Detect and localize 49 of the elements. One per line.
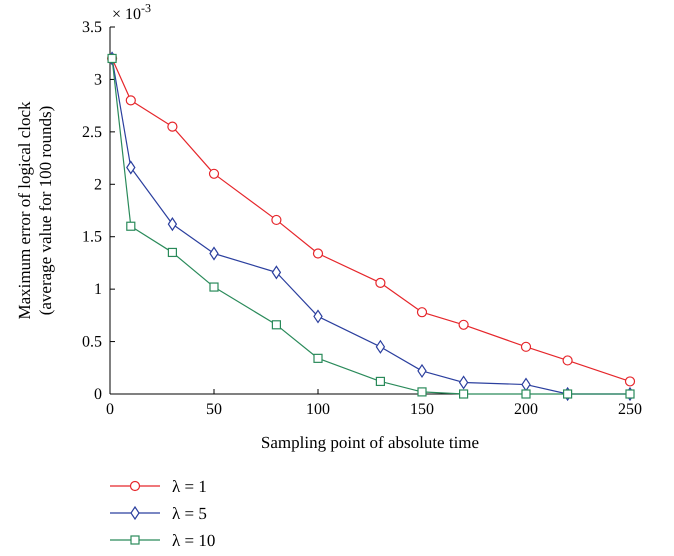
- point: [375, 278, 386, 288]
- point: [376, 340, 385, 354]
- legend-label: λ = 5: [172, 504, 207, 523]
- point: [417, 364, 427, 378]
- y-tick-label: 0: [94, 386, 102, 403]
- point: [376, 376, 385, 386]
- legend-label: λ = 10: [172, 531, 216, 550]
- point: [521, 389, 531, 399]
- y-tick-label: 2.5: [82, 124, 102, 141]
- x-axis-title: Sampling point of absolute time: [260, 433, 480, 452]
- y-tick-label: 0.5: [82, 334, 102, 351]
- x-tick-label: 250: [618, 401, 642, 418]
- y-tick-label: 1.5: [82, 228, 102, 246]
- point: [209, 282, 219, 292]
- point: [625, 389, 635, 399]
- point: [312, 248, 324, 259]
- x-tick-label: 50: [206, 401, 222, 418]
- y-axis-title: Maximum error of logical clock (average value for 100 rounds): [15, 100, 55, 320]
- y-tick-label: 3.5: [82, 19, 102, 36]
- point: [313, 310, 323, 324]
- y-tick-label: 3: [94, 71, 102, 88]
- point: [563, 389, 572, 399]
- point: [208, 168, 220, 179]
- point: [521, 378, 531, 392]
- point: [168, 248, 177, 258]
- x-tick-label: 200: [514, 401, 538, 418]
- point: [272, 266, 281, 279]
- point: [272, 320, 281, 330]
- point: [126, 95, 136, 106]
- point: [271, 214, 282, 226]
- legend-label: λ = 1: [172, 477, 207, 496]
- point: [562, 355, 573, 366]
- y-tick-label: 1: [94, 281, 102, 298]
- point: [459, 389, 468, 399]
- y-tick-label: 2: [94, 176, 102, 194]
- point: [167, 122, 178, 132]
- x-tick-label: 100: [306, 401, 330, 418]
- point: [313, 354, 323, 363]
- point: [126, 222, 136, 231]
- x-tick-label: 150: [410, 401, 434, 418]
- point: [624, 376, 636, 387]
- point: [416, 307, 428, 318]
- point: [209, 246, 219, 260]
- point: [458, 320, 469, 330]
- point: [168, 218, 177, 231]
- text: × 10$^{-3}$: [112, 1, 152, 23]
- x-tick-label: 0: [106, 401, 114, 418]
- point: [520, 342, 532, 352]
- point: [417, 387, 427, 397]
